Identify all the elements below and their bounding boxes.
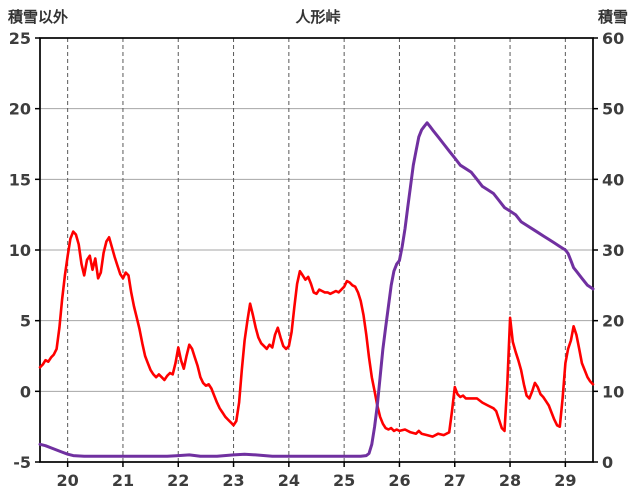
left-axis-tick-label: 0 xyxy=(20,382,31,401)
chart-title: 人形峠 xyxy=(295,8,341,26)
right-axis-title: 積雪 xyxy=(597,8,628,26)
x-axis-tick-label: 21 xyxy=(112,471,134,490)
right-axis-tick-label: 0 xyxy=(602,453,613,472)
right-axis-tick-label: 40 xyxy=(602,170,624,189)
x-axis-tick-label: 25 xyxy=(333,471,355,490)
plot-frame xyxy=(39,37,594,463)
vertical-gridlines xyxy=(67,38,566,462)
left-axis-tick-label: 5 xyxy=(20,312,31,331)
snow-depth-line xyxy=(38,121,595,458)
x-axis-tick-label: 27 xyxy=(444,471,466,490)
horizontal-gridlines xyxy=(40,108,593,392)
right-axis-tick-label: 30 xyxy=(602,241,624,260)
left-axis-tick-label: 15 xyxy=(9,170,31,189)
right-axis-tick-label: 20 xyxy=(602,312,624,331)
left-axis-title: 積雪以外 xyxy=(8,8,69,26)
x-axis-tick-label: 26 xyxy=(388,471,410,490)
non-snow-line xyxy=(38,230,595,438)
tick-marks xyxy=(35,37,598,467)
x-axis-tick-label: 29 xyxy=(554,471,576,490)
right-axis-tick-label: 50 xyxy=(602,100,624,119)
x-axis-tick-label: 23 xyxy=(222,471,244,490)
x-axis-tick-label: 20 xyxy=(57,471,79,490)
left-axis-tick-label: -5 xyxy=(13,453,31,472)
x-axis-tick-label: 24 xyxy=(278,471,300,490)
x-axis-tick-label: 28 xyxy=(499,471,521,490)
left-axis-tick-label: 25 xyxy=(9,29,31,48)
right-axis-tick-label: 10 xyxy=(602,382,624,401)
right-axis-tick-label: 60 xyxy=(602,29,624,48)
x-axis-tick-label: 22 xyxy=(167,471,189,490)
left-axis-tick-label: 20 xyxy=(9,100,31,119)
left-axis-tick-label: 10 xyxy=(9,241,31,260)
